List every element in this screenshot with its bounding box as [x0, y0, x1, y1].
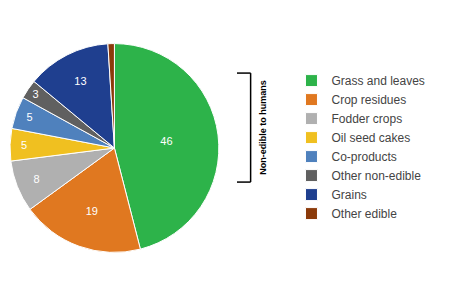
svg-text:8: 8 — [34, 173, 40, 185]
svg-text:46: 46 — [160, 135, 172, 147]
svg-text:19: 19 — [86, 205, 98, 217]
svg-text:Non-edible to humans: Non-edible to humans — [258, 80, 268, 175]
svg-text:5: 5 — [21, 139, 27, 151]
svg-text:Other non-edible: Other non-edible — [331, 169, 421, 183]
svg-text:Crop residues: Crop residues — [331, 93, 406, 107]
svg-text:Oil seed cakes: Oil seed cakes — [331, 131, 410, 145]
svg-text:3: 3 — [32, 88, 38, 100]
svg-text:Grains: Grains — [331, 188, 366, 202]
svg-text:Co-products: Co-products — [331, 150, 396, 164]
svg-text:Grass and leaves: Grass and leaves — [331, 74, 424, 88]
svg-text:13: 13 — [74, 75, 86, 87]
svg-text:Other edible: Other edible — [331, 207, 397, 221]
svg-text:5: 5 — [26, 111, 32, 123]
svg-text:Fodder crops: Fodder crops — [331, 112, 402, 126]
